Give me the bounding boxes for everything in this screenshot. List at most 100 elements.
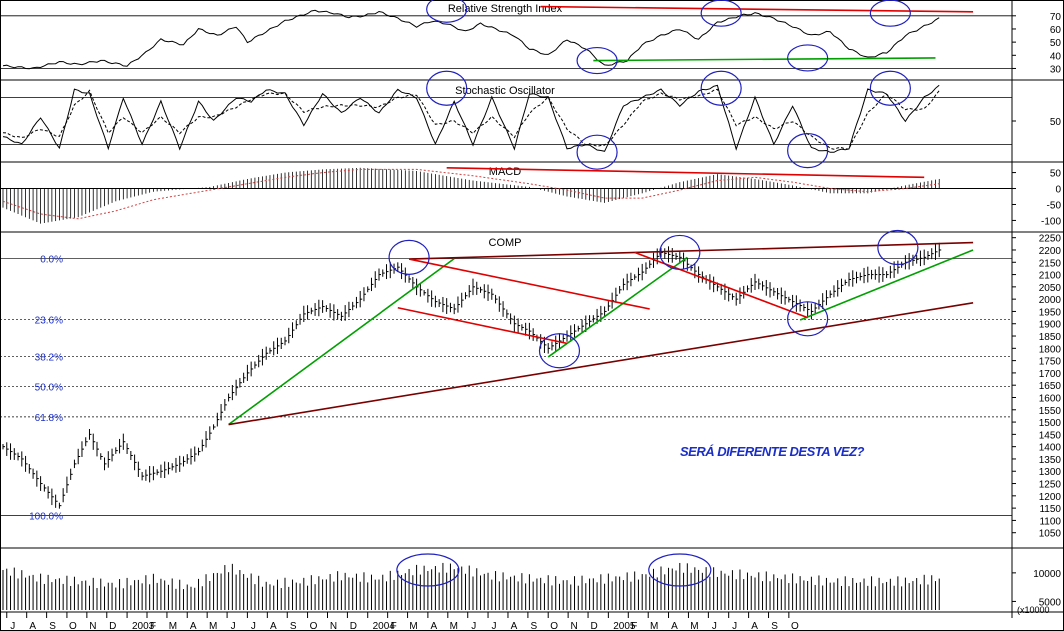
fib-level-label: 0.0% bbox=[40, 255, 63, 266]
price-highlight-circle bbox=[659, 234, 701, 271]
fib-level-label: 38.2% bbox=[35, 352, 63, 363]
x-tick-label: F bbox=[150, 621, 156, 631]
price-y-tick-label: 2050 bbox=[1039, 283, 1062, 294]
x-tick-label: J bbox=[231, 621, 236, 631]
fib-level-label: 61.8% bbox=[35, 413, 63, 424]
price-y-tick-label: 1250 bbox=[1039, 480, 1062, 491]
price-trendline bbox=[634, 251, 808, 319]
price-y-tick-label: 2000 bbox=[1039, 295, 1062, 306]
x-tick-label: S bbox=[531, 621, 538, 631]
x-tick-label: M bbox=[209, 621, 217, 631]
x-tick-label: 2003 bbox=[132, 621, 155, 631]
price-y-tick-label: 1650 bbox=[1039, 381, 1062, 392]
x-tick-label: A bbox=[190, 621, 197, 631]
macd-trendline bbox=[446, 166, 925, 179]
price-y-tick-label: 1750 bbox=[1039, 357, 1062, 368]
price-title: COMP bbox=[489, 237, 522, 249]
rsi-y-tick-label: 30 bbox=[1050, 64, 1062, 75]
rsi-highlight-circle bbox=[787, 44, 829, 72]
x-tick-label: J bbox=[712, 621, 717, 631]
price-y-tick-label: 1600 bbox=[1039, 393, 1062, 404]
rsi-trendline bbox=[593, 57, 936, 62]
price-trendline bbox=[408, 258, 650, 310]
stoch-d-line bbox=[2, 88, 940, 150]
price-y-tick-label: 1900 bbox=[1039, 320, 1062, 331]
price-highlight-circle bbox=[388, 239, 430, 275]
x-tick-label: O bbox=[550, 621, 558, 631]
price-trendline bbox=[228, 302, 974, 426]
x-tick-label: M bbox=[409, 621, 417, 631]
stoch-y-tick-label: 50 bbox=[1050, 117, 1062, 128]
price-y-tick-label: 1800 bbox=[1039, 344, 1062, 355]
x-tick-label: O bbox=[310, 621, 318, 631]
x-tick-label: M bbox=[650, 621, 658, 631]
x-tick-label: M bbox=[690, 621, 698, 631]
volume-y-tick-label: 10000 bbox=[1033, 569, 1061, 580]
price-y-tick-label: 1850 bbox=[1039, 332, 1062, 343]
price-y-tick-label: 2200 bbox=[1039, 246, 1062, 257]
macd-y-tick-label: 50 bbox=[1050, 169, 1062, 180]
x-tick-label: M bbox=[169, 621, 177, 631]
price-y-tick-label: 2150 bbox=[1039, 258, 1062, 269]
x-tick-label: 2004 bbox=[373, 621, 396, 631]
price-trendline bbox=[547, 256, 688, 358]
x-tick-label: J bbox=[251, 621, 256, 631]
price-trendline bbox=[397, 306, 568, 345]
x-tick-label: S bbox=[290, 621, 297, 631]
macd-signal-line bbox=[2, 168, 940, 220]
x-tick-label: O bbox=[69, 621, 77, 631]
stoch-highlight-circle bbox=[869, 70, 911, 106]
x-tick-label: S bbox=[771, 621, 778, 631]
x-tick-label: J bbox=[492, 621, 497, 631]
price-y-tick-label: 1700 bbox=[1039, 369, 1062, 380]
price-y-tick-label: 1200 bbox=[1039, 492, 1062, 503]
price-trendline bbox=[799, 249, 974, 321]
rsi-y-tick-label: 50 bbox=[1050, 38, 1062, 49]
stoch-highlight-circle bbox=[787, 133, 829, 169]
stoch-highlight-circle bbox=[576, 134, 618, 170]
rsi-trendline bbox=[540, 5, 974, 13]
x-tick-label: 2005 bbox=[613, 621, 636, 631]
rsi-y-tick-label: 60 bbox=[1050, 25, 1062, 36]
x-tick-label: D bbox=[590, 621, 597, 631]
price-highlight-circle bbox=[787, 301, 829, 337]
x-tick-label: N bbox=[571, 621, 578, 631]
price-y-tick-label: 1400 bbox=[1039, 443, 1062, 454]
fib-level-label: 50.0% bbox=[35, 383, 63, 394]
price-y-tick-label: 1350 bbox=[1039, 455, 1062, 466]
stochastic-panel: Stochastic Oscillator 50 bbox=[0, 70, 1062, 170]
x-tick-label: A bbox=[511, 621, 518, 631]
x-tick-label: O bbox=[791, 621, 799, 631]
x-tick-label: D bbox=[109, 621, 116, 631]
x-tick-label: D bbox=[350, 621, 357, 631]
stoch-highlight-circle bbox=[700, 70, 742, 106]
x-tick-label: N bbox=[89, 621, 96, 631]
rsi-highlight-circle bbox=[700, 0, 742, 27]
x-tick-label: N bbox=[330, 621, 337, 631]
price-y-tick-label: 1950 bbox=[1039, 307, 1062, 318]
x-tick-label: A bbox=[751, 621, 758, 631]
volume-highlight-circle bbox=[648, 553, 712, 587]
volume-unit-label: (x10000 bbox=[1017, 605, 1050, 615]
price-y-tick-label: 1150 bbox=[1039, 504, 1061, 515]
rsi-highlight-circle bbox=[869, 0, 911, 27]
volume-highlight-circle bbox=[396, 553, 460, 587]
fib-level-label: 23.6% bbox=[35, 315, 63, 326]
rsi-line bbox=[2, 9, 940, 70]
price-y-tick-label: 2100 bbox=[1039, 271, 1062, 282]
x-tick-label: J bbox=[732, 621, 737, 631]
rsi-y-tick-label: 70 bbox=[1050, 12, 1062, 23]
stochastic-title: Stochastic Oscillator bbox=[455, 85, 555, 97]
macd-y-tick-label: -50 bbox=[1047, 200, 1062, 211]
price-y-tick-label: 1500 bbox=[1039, 418, 1062, 429]
annotation-text: SERÁ DIFERENTE DESTA VEZ? bbox=[680, 444, 865, 459]
price-y-tick-label: 1550 bbox=[1039, 406, 1062, 417]
rsi-title: Relative Strength Index bbox=[448, 3, 563, 15]
price-y-tick-label: 1100 bbox=[1039, 516, 1061, 527]
macd-y-tick-label: 0 bbox=[1055, 185, 1061, 196]
x-tick-label: F bbox=[391, 621, 397, 631]
macd-title: MACD bbox=[489, 166, 521, 178]
rsi-highlight-circle bbox=[576, 46, 618, 75]
